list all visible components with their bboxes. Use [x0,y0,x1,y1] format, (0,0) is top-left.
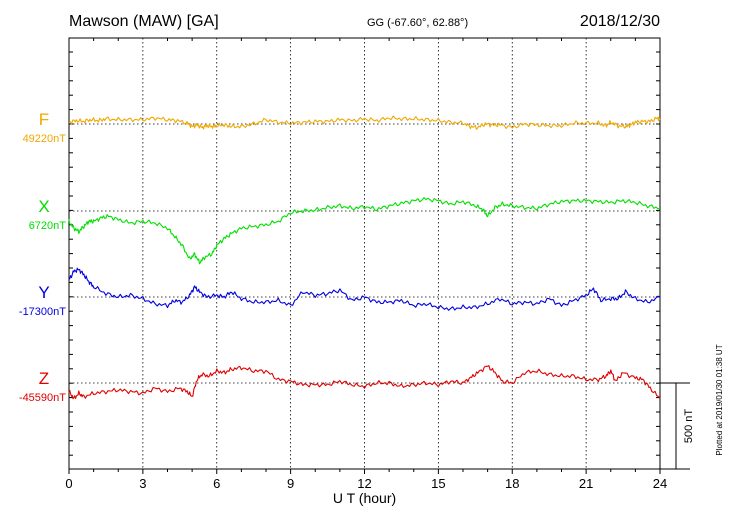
series-name-f: F [39,110,49,129]
coordinates-label: GG (-67.60°, 62.88°) [367,17,469,29]
series-name-y: Y [38,283,49,302]
series-line-y [68,267,661,311]
series-baseline-z: -45590nT [19,392,66,404]
x-tick-label: 24 [653,476,667,491]
x-tick-label: 3 [139,476,146,491]
x-axis-label: U T (hour) [333,490,396,506]
date-label: 2018/12/30 [579,13,660,30]
x-tick-label: 6 [213,476,220,491]
plotted-at-note: Plotted at 2019/01/30 01:38 UT [715,344,724,455]
x-tick-label: 15 [431,476,445,491]
series-baseline-f: 49220nT [23,133,67,145]
x-tick-label: 21 [579,476,593,491]
series-line-x [68,197,661,265]
x-tick-label: 9 [287,476,294,491]
series-line-f [68,115,661,130]
x-tick-label: 0 [65,476,72,491]
scale-bar-label: 500 nT [683,409,695,444]
series-baseline-x: 6720nT [29,220,67,232]
x-tick-label: 18 [505,476,519,491]
station-title: Mawson (MAW) [GA] [69,13,219,30]
series-name-x: X [38,197,49,216]
series-baseline-y: -17300nT [19,306,66,318]
series-line-z [68,365,661,400]
x-tick-label: 12 [357,476,371,491]
series-name-z: Z [39,369,49,388]
